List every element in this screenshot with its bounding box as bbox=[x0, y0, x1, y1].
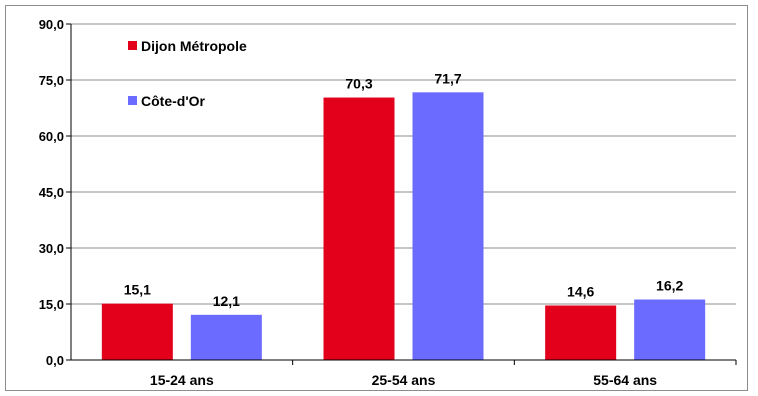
y-tick-label: 75,0 bbox=[39, 73, 64, 88]
bar bbox=[545, 305, 617, 360]
y-tick-label: 90,0 bbox=[39, 17, 64, 32]
data-label: 70,3 bbox=[345, 76, 372, 92]
legend-label-cote-dor: Côte-d'Or bbox=[141, 93, 206, 109]
data-label: 12,1 bbox=[213, 293, 240, 309]
bar bbox=[323, 97, 395, 361]
x-tick-label: 15-24 ans bbox=[150, 372, 214, 388]
y-tick-label: 45,0 bbox=[39, 185, 64, 200]
bar bbox=[634, 299, 706, 360]
bar bbox=[412, 92, 484, 360]
legend-swatch-dijon bbox=[128, 41, 137, 50]
x-tick-label: 25-54 ans bbox=[372, 372, 436, 388]
bars bbox=[101, 92, 706, 361]
data-label: 15,1 bbox=[124, 282, 151, 298]
y-tick-label: 0,0 bbox=[46, 353, 64, 368]
y-tick-label: 15,0 bbox=[39, 297, 64, 312]
data-label: 14,6 bbox=[567, 283, 594, 299]
gridlines bbox=[71, 23, 736, 305]
legend-swatch-cote-dor bbox=[128, 96, 137, 105]
data-label: 16,2 bbox=[656, 278, 683, 294]
x-tick-label: 55-64 ans bbox=[593, 372, 657, 388]
y-axis-ticks: 0,0 15,0 30,0 45,0 60,0 75,0 90,0 bbox=[39, 17, 71, 368]
data-label: 71,7 bbox=[434, 70, 461, 86]
bar bbox=[101, 303, 173, 360]
y-tick-label: 30,0 bbox=[39, 241, 64, 256]
y-tick-label: 60,0 bbox=[39, 129, 64, 144]
data-labels: 15,1 12,1 70,3 71,7 14,6 16,2 bbox=[124, 70, 684, 309]
bar bbox=[190, 314, 262, 360]
x-axis-ticks: 15-24 ans 25-54 ans 55-64 ans bbox=[150, 360, 737, 388]
legend: Dijon Métropole Côte-d'Or bbox=[128, 38, 247, 109]
legend-label-dijon: Dijon Métropole bbox=[141, 38, 247, 54]
